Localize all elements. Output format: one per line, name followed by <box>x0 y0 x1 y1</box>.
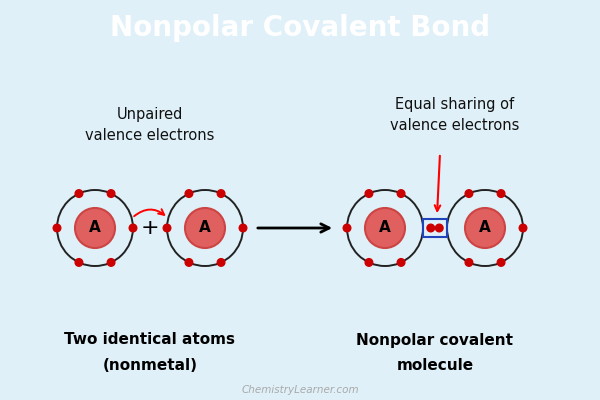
Text: Two identical atoms: Two identical atoms <box>65 332 235 348</box>
Circle shape <box>497 259 505 266</box>
Circle shape <box>75 208 115 248</box>
Text: valence electrons: valence electrons <box>85 128 215 142</box>
Circle shape <box>519 224 527 232</box>
Text: (nonmetal): (nonmetal) <box>103 358 197 372</box>
Circle shape <box>107 190 115 197</box>
Text: A: A <box>479 220 491 236</box>
Circle shape <box>239 224 247 232</box>
Text: valence electrons: valence electrons <box>391 118 520 132</box>
Circle shape <box>465 190 473 197</box>
Circle shape <box>129 224 137 232</box>
Circle shape <box>217 259 225 266</box>
Circle shape <box>397 259 405 266</box>
Text: A: A <box>379 220 391 236</box>
Circle shape <box>436 224 443 232</box>
Circle shape <box>163 224 171 232</box>
Text: A: A <box>89 220 101 236</box>
Circle shape <box>53 224 61 232</box>
FancyArrowPatch shape <box>134 209 164 216</box>
Circle shape <box>365 259 373 266</box>
Circle shape <box>497 190 505 197</box>
FancyArrowPatch shape <box>435 156 440 211</box>
Text: Nonpolar Covalent Bond: Nonpolar Covalent Bond <box>110 14 490 42</box>
Text: +: + <box>140 218 160 238</box>
Text: molecule: molecule <box>397 358 473 372</box>
Circle shape <box>465 208 505 248</box>
Circle shape <box>465 259 473 266</box>
Circle shape <box>427 224 434 232</box>
Circle shape <box>217 190 225 197</box>
Text: Unpaired: Unpaired <box>117 108 183 122</box>
Circle shape <box>343 224 351 232</box>
Circle shape <box>185 259 193 266</box>
Circle shape <box>365 208 405 248</box>
Text: Equal sharing of: Equal sharing of <box>395 98 515 112</box>
Circle shape <box>75 259 83 266</box>
Text: ChemistryLearner.com: ChemistryLearner.com <box>241 385 359 395</box>
Circle shape <box>107 259 115 266</box>
Circle shape <box>365 190 373 197</box>
Text: Nonpolar covalent: Nonpolar covalent <box>356 332 514 348</box>
Circle shape <box>75 190 83 197</box>
Text: A: A <box>199 220 211 236</box>
Circle shape <box>185 190 193 197</box>
Circle shape <box>185 208 225 248</box>
Circle shape <box>397 190 405 197</box>
